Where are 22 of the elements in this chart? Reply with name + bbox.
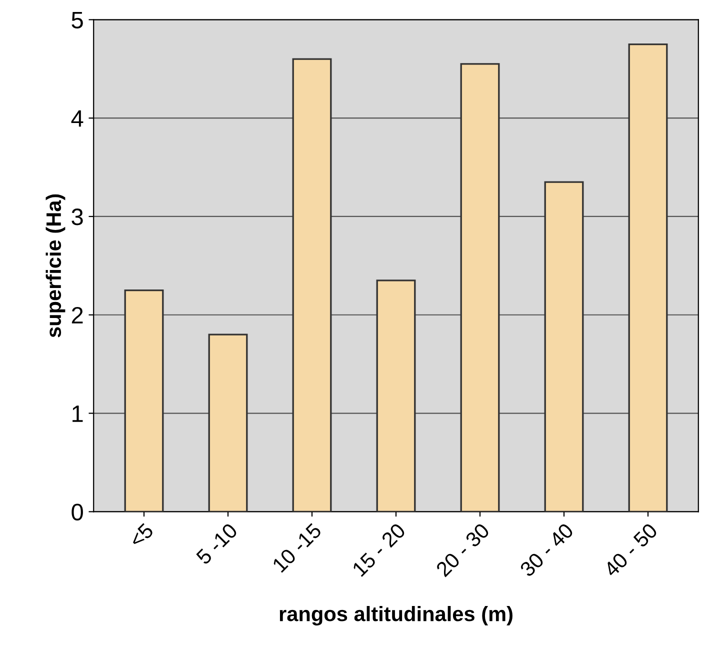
bar <box>208 334 248 512</box>
bar <box>124 289 164 512</box>
y-axis-title: superficie (Ha) <box>46 194 66 338</box>
bar <box>628 43 668 512</box>
bar <box>376 280 416 512</box>
y-tick-label: 5 <box>72 12 83 28</box>
y-tick-label: 0 <box>72 504 83 520</box>
y-tick-label: 1 <box>72 406 83 422</box>
bar <box>460 63 500 512</box>
x-tick-label: 15 - 20 <box>352 522 406 577</box>
x-tick-label: 10 -15 <box>272 522 322 573</box>
bar <box>292 58 332 512</box>
y-tick-label: 3 <box>72 208 83 226</box>
x-axis-title: rangos altitudinales (m) <box>280 606 512 626</box>
x-tick-label: 40 - 50 <box>602 522 658 578</box>
bar <box>544 181 584 512</box>
y-tick-label: 4 <box>71 110 84 127</box>
x-tick-label: 20 - 30 <box>435 522 490 578</box>
y-tick-label: 2 <box>72 306 83 324</box>
x-tick-label: <5 <box>128 522 154 548</box>
x-tick-label: 30 - 40 <box>519 522 574 578</box>
x-tick-label: 5 -10 <box>195 522 238 566</box>
